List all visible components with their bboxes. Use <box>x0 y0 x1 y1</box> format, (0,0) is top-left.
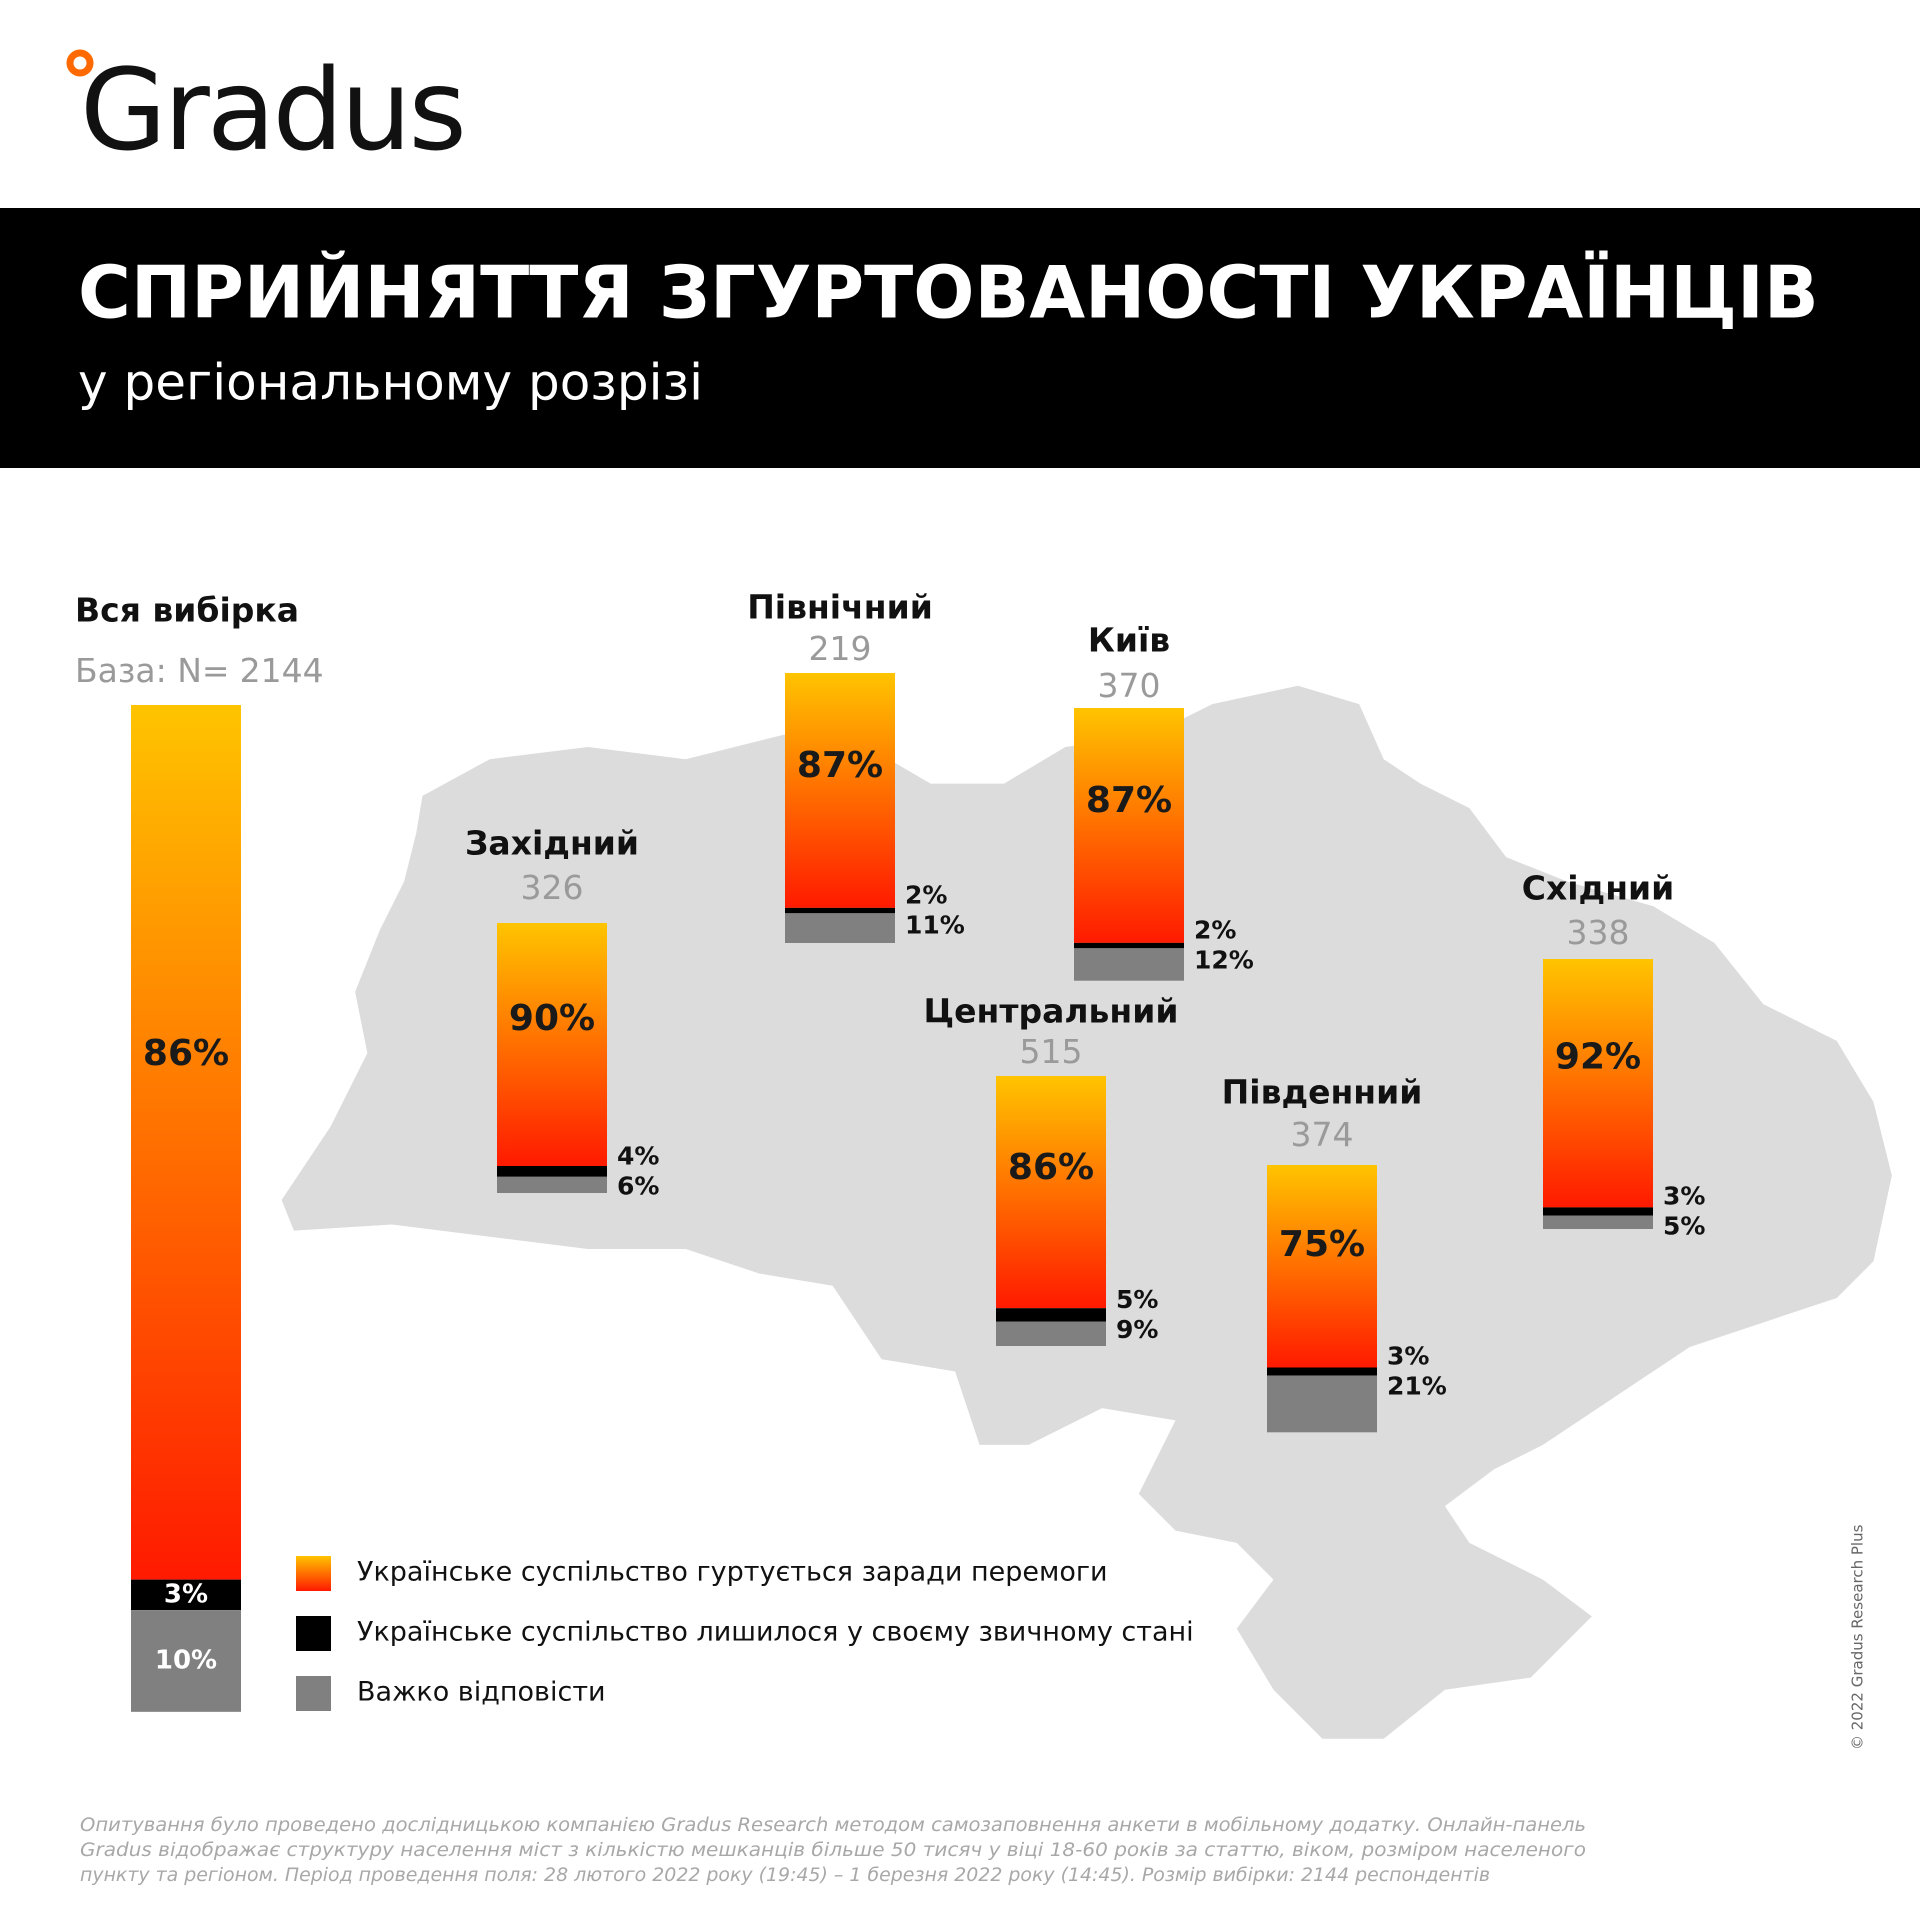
value-label: 21% <box>1387 1372 1447 1401</box>
value-label: 4% <box>617 1141 659 1170</box>
base-value: 515 <box>1020 1032 1083 1071</box>
legend-swatch <box>296 1616 331 1651</box>
value-label: 12% <box>1194 946 1254 975</box>
value-label: 5% <box>1663 1211 1705 1240</box>
legend-label: Важко відповісти <box>357 1677 606 1708</box>
value-label: 3% <box>1663 1181 1705 1210</box>
bar-segment <box>1267 1165 1377 1368</box>
base-prefix: База: N= <box>75 651 230 690</box>
bar-segment <box>996 1321 1106 1346</box>
bar-segment <box>785 913 895 943</box>
value-label: 6% <box>617 1171 659 1200</box>
value-label: 87% <box>797 745 883 786</box>
legend-label: Українське суспільство гуртується заради… <box>357 1557 1108 1588</box>
category-label: Центральний <box>924 992 1179 1031</box>
value-label: 92% <box>1555 1036 1641 1077</box>
copyright: © 2022 Gradus Research Plus <box>1849 1524 1867 1750</box>
bar-segment <box>996 1076 1106 1309</box>
value-label: 11% <box>905 911 965 940</box>
base-label: 219 <box>809 629 872 668</box>
footnote-line: пункту та регіоном. Період проведення по… <box>80 1865 1490 1886</box>
base-label: База: N= 2144 <box>75 651 324 690</box>
value-label: 2% <box>1194 916 1236 945</box>
bar-segment <box>497 1166 607 1177</box>
base-label: 515 <box>1020 1032 1083 1071</box>
base-label: 326 <box>521 868 584 907</box>
legend-label: Українське суспільство лишилося у своєму… <box>357 1617 1194 1648</box>
category-label: Північний <box>747 588 933 627</box>
bar-segment <box>785 673 895 908</box>
value-label: 86% <box>1008 1147 1094 1188</box>
bar-segment <box>1543 959 1653 1208</box>
title-band <box>0 208 1920 468</box>
bar-segment <box>497 1176 607 1193</box>
value-label: 9% <box>1116 1315 1158 1344</box>
base-value: 326 <box>521 868 584 907</box>
footnote-line: Опитування було проведено дослідницькою … <box>80 1815 1586 1836</box>
chart-subtitle: у регіональному розрізі <box>78 354 703 412</box>
footnote-line: Gradus відображає структуру населення мі… <box>80 1840 1586 1861</box>
bar-segment <box>1074 708 1184 943</box>
footnote: Опитування було проведено дослідницькою … <box>80 1815 1586 1886</box>
base-value: 338 <box>1567 913 1630 952</box>
category-label: Західний <box>465 824 639 863</box>
value-label: 10% <box>155 1645 217 1675</box>
value-label: 86% <box>143 1033 229 1074</box>
legend-swatch <box>296 1676 331 1711</box>
base-value: 370 <box>1098 666 1161 705</box>
logo-dot <box>66 49 94 77</box>
legend-swatch <box>296 1556 331 1591</box>
logo: Gradus <box>80 46 464 176</box>
bar-segment <box>497 923 607 1166</box>
category-label: Вся вибірка <box>75 591 299 630</box>
bar-segment <box>996 1308 1106 1322</box>
bar-segment <box>1074 942 1184 949</box>
chart-title: СПРИЙНЯТТЯ ЗГУРТОВАНОСТІ УКРАЇНЦІВ <box>78 251 1819 335</box>
base-label: 338 <box>1567 913 1630 952</box>
chart: Вся вибірка База: N= 2144 86% 3% 10% Західний 3… <box>75 588 1705 1712</box>
category-label: Південний <box>1222 1073 1423 1112</box>
bar-segment <box>1074 948 1184 981</box>
base-value: 2144 <box>240 651 324 690</box>
bar-segment <box>131 705 241 1580</box>
value-label: 3% <box>164 1579 208 1609</box>
value-label: 87% <box>1086 780 1172 821</box>
bar-segment <box>1543 1207 1653 1216</box>
bar-segment <box>131 1579 241 1611</box>
value-label: 2% <box>905 881 947 910</box>
value-label: 3% <box>1387 1342 1429 1371</box>
base-value: 219 <box>809 629 872 668</box>
value-label: 75% <box>1279 1224 1365 1265</box>
bar-segment <box>1543 1215 1653 1229</box>
base-label: 374 <box>1291 1115 1354 1154</box>
bar-segment <box>1267 1367 1377 1376</box>
base-label: 370 <box>1098 666 1161 705</box>
category-label: Східний <box>1522 869 1675 908</box>
value-label: 90% <box>509 998 595 1039</box>
bar-segment <box>785 907 895 914</box>
category-label: Київ <box>1088 621 1170 660</box>
bar-segment <box>1267 1375 1377 1433</box>
value-label: 5% <box>1116 1285 1158 1314</box>
base-value: 374 <box>1291 1115 1354 1154</box>
bar-segment <box>131 1610 241 1712</box>
